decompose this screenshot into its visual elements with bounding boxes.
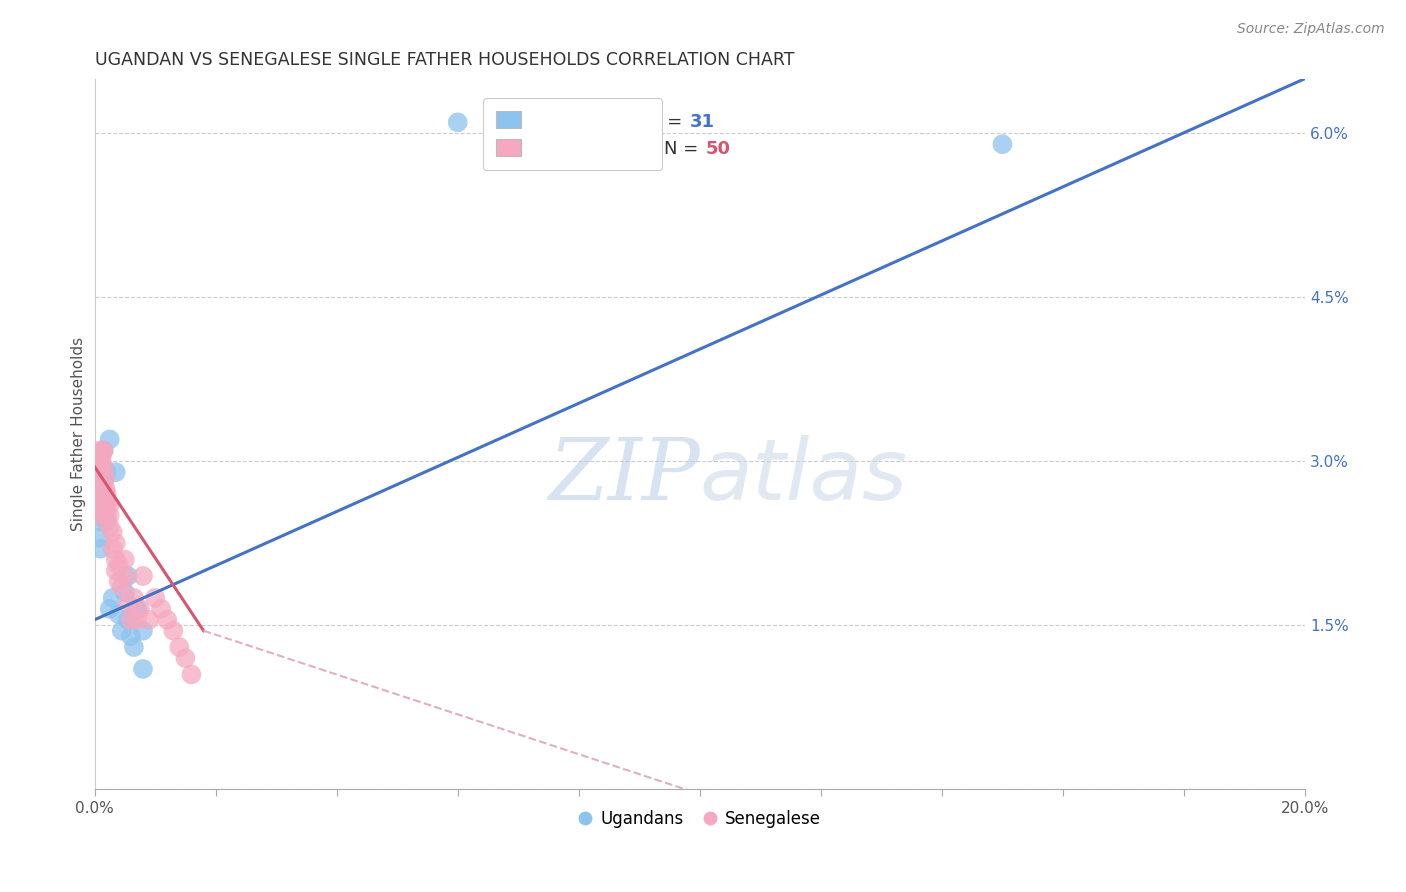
Point <box>129 602 152 616</box>
Point <box>93 476 115 491</box>
Point <box>104 465 127 479</box>
Text: 0.501: 0.501 <box>583 113 641 131</box>
Point <box>991 137 1014 152</box>
Text: 50: 50 <box>706 140 731 158</box>
Point <box>90 482 112 496</box>
Point <box>89 459 111 474</box>
Point <box>94 470 117 484</box>
Point <box>98 602 121 616</box>
Y-axis label: Single Father Households: Single Father Households <box>72 337 86 531</box>
Point <box>114 552 136 566</box>
Point <box>90 487 112 501</box>
Point <box>107 558 129 573</box>
Point <box>90 541 112 556</box>
Point <box>93 443 115 458</box>
Text: ZIP: ZIP <box>548 435 700 518</box>
Point <box>180 667 202 681</box>
Text: Source: ZipAtlas.com: Source: ZipAtlas.com <box>1237 22 1385 37</box>
Point <box>90 470 112 484</box>
Point <box>96 498 118 512</box>
Point <box>94 482 117 496</box>
Point <box>114 585 136 599</box>
Point <box>89 465 111 479</box>
Text: 31: 31 <box>690 113 716 131</box>
Point <box>169 640 191 654</box>
Point <box>90 514 112 528</box>
Point <box>93 459 115 474</box>
Point <box>132 569 155 583</box>
Point <box>96 487 118 501</box>
Point <box>90 498 112 512</box>
Point <box>117 569 139 583</box>
Point <box>94 503 117 517</box>
Text: N =: N = <box>664 140 703 158</box>
Point <box>98 498 121 512</box>
Point <box>174 651 197 665</box>
Point <box>86 508 108 523</box>
Point <box>111 624 134 638</box>
Text: UGANDAN VS SENEGALESE SINGLE FATHER HOUSEHOLDS CORRELATION CHART: UGANDAN VS SENEGALESE SINGLE FATHER HOUS… <box>94 51 794 69</box>
Point <box>447 115 470 129</box>
Point <box>107 574 129 589</box>
Text: atlas: atlas <box>700 435 908 518</box>
Point <box>120 613 142 627</box>
Point <box>90 443 112 458</box>
Point <box>93 498 115 512</box>
Point <box>96 465 118 479</box>
Point <box>150 602 173 616</box>
Text: R =: R = <box>533 140 572 158</box>
Point <box>125 602 148 616</box>
Point <box>143 591 166 605</box>
Point <box>90 449 112 463</box>
Point <box>156 613 179 627</box>
Point <box>162 624 184 638</box>
Point <box>120 629 142 643</box>
Point <box>90 459 112 474</box>
Point <box>125 613 148 627</box>
Point <box>104 552 127 566</box>
Point <box>132 662 155 676</box>
Point <box>101 541 124 556</box>
Point <box>93 487 115 501</box>
Point <box>101 591 124 605</box>
Point <box>125 602 148 616</box>
Point <box>114 569 136 583</box>
Text: R =: R = <box>533 113 572 131</box>
Point <box>117 613 139 627</box>
Text: -0.475: -0.475 <box>583 140 648 158</box>
Point <box>107 607 129 622</box>
Point <box>122 640 145 654</box>
Point <box>132 624 155 638</box>
Point <box>96 508 118 523</box>
Point <box>89 531 111 545</box>
Point <box>96 514 118 528</box>
Point <box>90 492 112 507</box>
Point <box>94 492 117 507</box>
Point <box>138 613 160 627</box>
Point <box>122 591 145 605</box>
Point <box>101 525 124 540</box>
Point <box>90 449 112 463</box>
Point <box>90 454 112 468</box>
Point <box>89 492 111 507</box>
Point <box>104 564 127 578</box>
Legend: Ugandans, Senegalese: Ugandans, Senegalese <box>572 803 828 834</box>
Point <box>98 520 121 534</box>
Point <box>93 443 115 458</box>
Point <box>117 596 139 610</box>
Point <box>90 503 112 517</box>
Point <box>90 508 112 523</box>
Point <box>90 503 112 517</box>
Point <box>111 580 134 594</box>
Point <box>98 508 121 523</box>
Text: N =: N = <box>648 113 688 131</box>
Point <box>104 536 127 550</box>
Point <box>94 498 117 512</box>
Point <box>98 433 121 447</box>
Point <box>90 487 112 501</box>
